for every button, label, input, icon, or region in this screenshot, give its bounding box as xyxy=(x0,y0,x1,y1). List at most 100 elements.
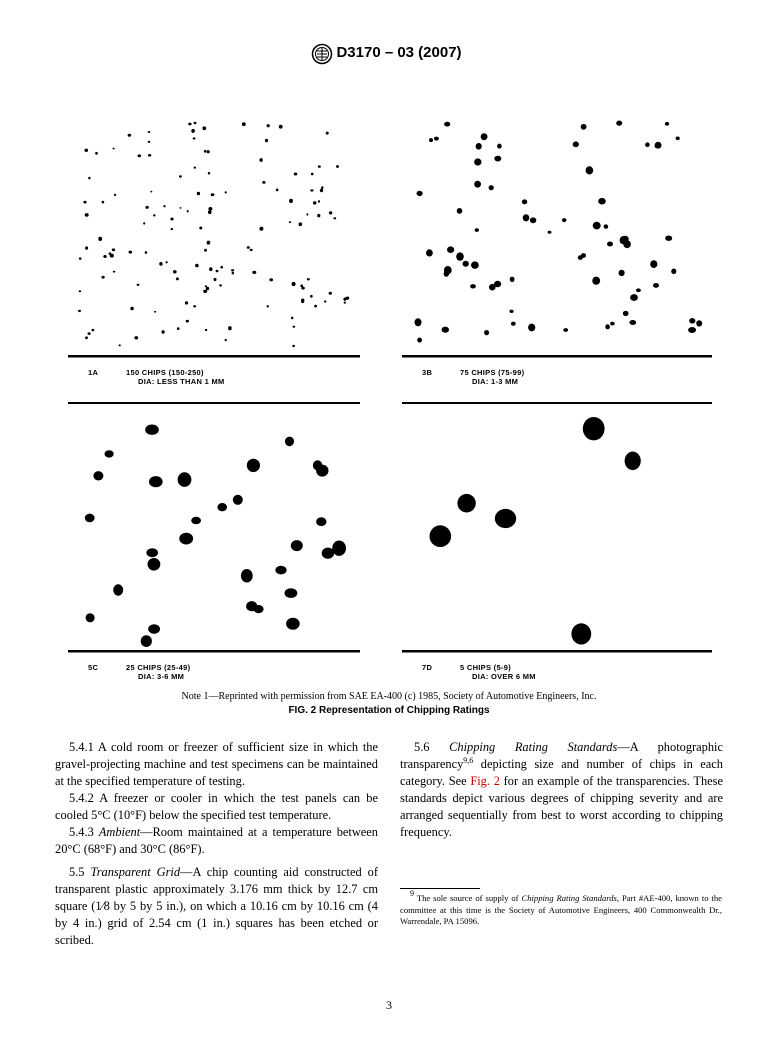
chip xyxy=(585,166,594,175)
chip xyxy=(310,294,313,298)
chip xyxy=(610,321,615,326)
chip xyxy=(170,217,174,221)
chip xyxy=(143,222,146,225)
chip xyxy=(675,136,680,141)
paragraph: 5.4.3 Ambient—Room maintained at a tempe… xyxy=(55,824,378,858)
chip xyxy=(206,240,211,245)
chip xyxy=(654,143,660,149)
chip xyxy=(521,199,528,205)
text-run: 5.4.3 xyxy=(69,825,99,839)
chip xyxy=(571,623,592,645)
chip xyxy=(240,569,253,583)
chip xyxy=(696,320,703,327)
chip xyxy=(607,241,613,247)
chip xyxy=(624,451,641,471)
chip xyxy=(582,417,605,441)
chip xyxy=(480,133,488,141)
chip xyxy=(224,191,227,194)
chip xyxy=(635,288,641,293)
chip xyxy=(204,328,208,332)
panel-chips: 75 CHIPS (75-99) xyxy=(460,368,525,377)
chip xyxy=(598,197,606,205)
panel-code: 5C xyxy=(88,663,99,672)
panel-code: 7D xyxy=(422,663,433,672)
chip xyxy=(188,122,192,126)
paragraph: 5.6 Chipping Rating Standards—A photogra… xyxy=(400,739,723,841)
chip xyxy=(266,124,270,128)
chip xyxy=(269,278,273,282)
chip xyxy=(147,131,151,133)
text-run: 5.6 xyxy=(414,740,450,754)
chip xyxy=(259,226,264,231)
chip xyxy=(204,285,207,288)
chip xyxy=(616,120,623,126)
paragraph: 5.4.2 A freezer or cooler in which the t… xyxy=(55,790,378,824)
chip xyxy=(101,200,105,204)
chip xyxy=(314,304,317,308)
chip xyxy=(170,227,173,231)
chip xyxy=(161,330,165,334)
panel-code: 3B xyxy=(422,368,433,377)
chip xyxy=(224,338,227,342)
chip xyxy=(547,230,552,234)
chip xyxy=(202,126,207,131)
link[interactable]: Fig. 2 xyxy=(470,774,500,788)
chip xyxy=(176,327,180,330)
chip xyxy=(203,149,207,153)
text-run: , Part #AE-400, known to the committee a… xyxy=(400,893,722,926)
chip xyxy=(85,613,95,623)
chip xyxy=(253,605,264,614)
chip xyxy=(343,301,346,304)
chip xyxy=(144,251,148,254)
chip xyxy=(417,337,422,343)
chip xyxy=(173,270,177,274)
chip xyxy=(114,193,117,197)
chip xyxy=(529,217,537,224)
chip xyxy=(78,290,82,293)
chip xyxy=(456,208,463,214)
chip xyxy=(264,138,269,143)
chip xyxy=(581,253,586,258)
chip xyxy=(179,175,182,178)
figure-caption: FIG. 2 Representation of Chipping Rating… xyxy=(288,705,490,716)
chip xyxy=(619,236,628,245)
text-run: for an example of the transparencies. Th… xyxy=(400,774,724,839)
chip xyxy=(134,336,139,340)
page-number: 3 xyxy=(386,998,392,1012)
chip xyxy=(509,276,515,282)
chip xyxy=(603,224,609,229)
chip xyxy=(622,310,629,317)
text-run: 9 xyxy=(410,889,414,898)
chip xyxy=(205,286,210,291)
panel-chips: 25 CHIPS (25-49) xyxy=(126,663,191,672)
chip xyxy=(300,284,303,288)
chip xyxy=(103,255,107,258)
chip-image xyxy=(68,121,360,358)
chip xyxy=(118,344,121,347)
chip-panel: 3B 75 CHIPS (75-99) DIA: 1-3 MM xyxy=(402,113,712,390)
chip xyxy=(93,471,104,481)
paragraph: 5.4.1 A cold room or freezer of sufficie… xyxy=(55,739,378,790)
chip xyxy=(447,246,455,253)
chip xyxy=(85,246,89,250)
chip xyxy=(444,121,451,127)
chip xyxy=(528,323,536,332)
chip xyxy=(319,188,324,193)
chip xyxy=(207,210,212,215)
chip xyxy=(293,172,298,176)
chip xyxy=(148,624,160,634)
chip xyxy=(275,188,279,192)
chip xyxy=(137,154,142,158)
chip xyxy=(179,207,182,209)
chip xyxy=(629,320,637,325)
chip xyxy=(324,300,327,303)
chip xyxy=(196,191,201,196)
chip xyxy=(650,260,658,268)
chip xyxy=(241,122,246,127)
chip xyxy=(665,235,673,241)
chip xyxy=(284,436,295,447)
chip xyxy=(298,222,303,227)
chip xyxy=(580,123,587,130)
chip xyxy=(98,236,103,241)
chip xyxy=(231,271,234,275)
